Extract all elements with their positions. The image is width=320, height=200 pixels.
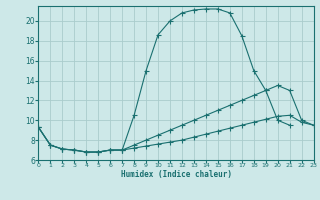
X-axis label: Humidex (Indice chaleur): Humidex (Indice chaleur)	[121, 170, 231, 179]
